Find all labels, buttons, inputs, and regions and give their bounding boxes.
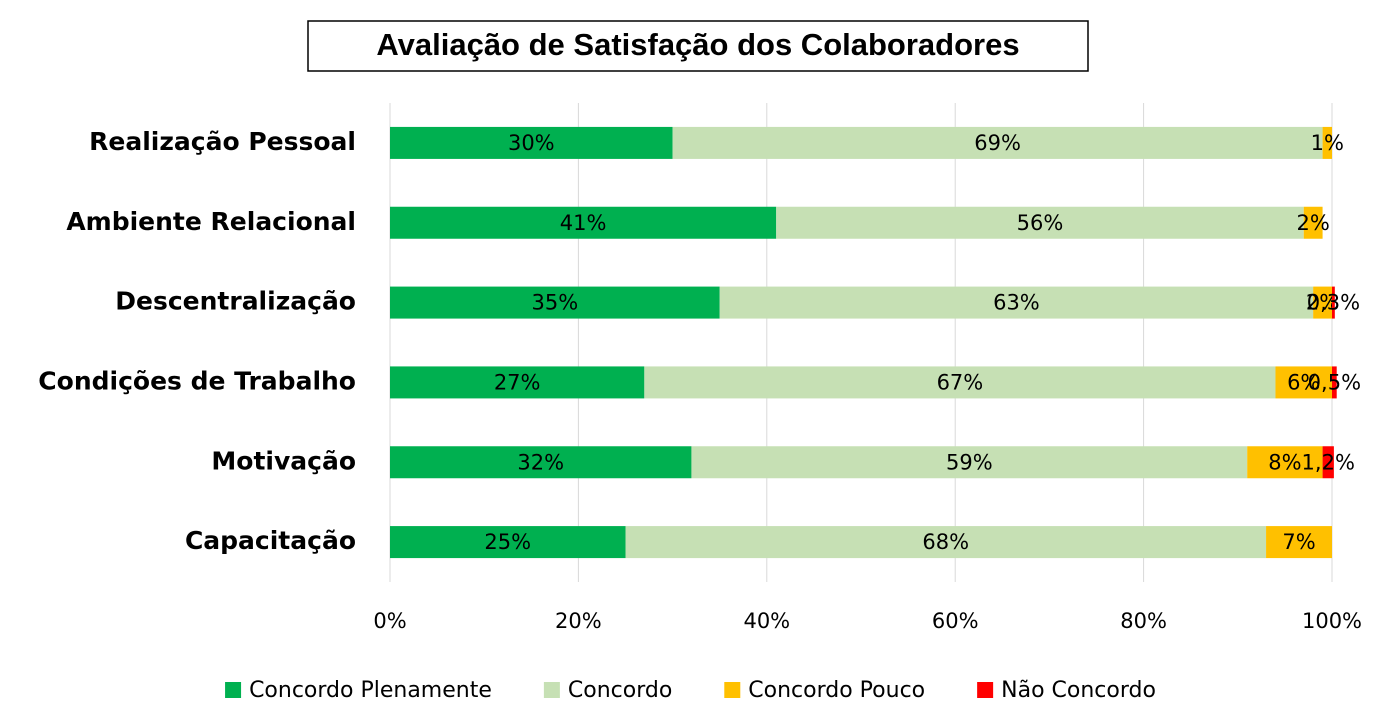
category-label: Condições de Trabalho: [38, 366, 356, 395]
bar-segment: [691, 446, 1248, 479]
bar-segment: [719, 286, 1314, 319]
data-label: 8%: [1268, 450, 1301, 474]
bar-segment: [390, 526, 626, 559]
title-box: [307, 20, 1089, 72]
category-label: Motivação: [211, 446, 356, 475]
data-label: 1,2%: [1302, 450, 1355, 474]
legend-label: Não Concordo: [1001, 678, 1156, 701]
x-tick-label: 80%: [1120, 609, 1167, 633]
data-label: 25%: [484, 530, 531, 554]
data-label: 6%: [1287, 370, 1320, 394]
bar-segment: [776, 206, 1304, 239]
legend-label: Concordo Plenamente: [249, 678, 492, 701]
bar-segment: [1247, 446, 1323, 479]
data-label: 35%: [532, 291, 579, 315]
bar-segment: [390, 206, 777, 239]
data-label: 2%: [1296, 211, 1329, 235]
bar-segment: [1266, 526, 1332, 559]
x-tick-label: 60%: [932, 609, 979, 633]
data-label: 69%: [974, 131, 1021, 155]
category-label: Ambiente Relacional: [66, 207, 356, 236]
data-label: 59%: [946, 450, 993, 474]
legend-label: Concordo: [568, 678, 672, 701]
data-label: 41%: [560, 211, 607, 235]
chart-title: Avaliação de Satisfação dos Colaboradore…: [376, 27, 1019, 62]
bar-segment: [1322, 446, 1334, 479]
legend-swatch: [724, 682, 741, 698]
x-tick-label: 40%: [743, 609, 790, 633]
data-label: 63%: [993, 291, 1040, 315]
data-label: 27%: [494, 370, 541, 394]
data-label: 32%: [517, 450, 564, 474]
bar-segment: [390, 366, 645, 399]
legend-swatch: [543, 682, 560, 698]
bar-segment: [672, 126, 1323, 159]
legend-swatch: [977, 682, 994, 698]
category-label: Descentralização: [115, 287, 356, 316]
x-tick-label: 0%: [373, 609, 406, 633]
bar-segment: [625, 526, 1267, 559]
data-label: 68%: [922, 530, 969, 554]
category-label: Realização Pessoal: [89, 127, 356, 156]
bar-segment: [1303, 206, 1323, 239]
bar-segment: [1275, 366, 1332, 399]
bar-segment: [1313, 286, 1332, 319]
x-tick-label: 100%: [1302, 609, 1362, 633]
bar-segment: [644, 366, 1276, 399]
bar-segment: [390, 126, 673, 159]
bar-segment: [1332, 366, 1337, 399]
category-label: Capacitação: [185, 526, 356, 555]
data-label: 0,3%: [1307, 291, 1360, 315]
legend-swatch: [225, 682, 242, 698]
legend-label: Concordo Pouco: [748, 678, 925, 701]
bar-segment: [1332, 286, 1335, 319]
data-label: 7%: [1282, 530, 1315, 554]
data-label: 0,5%: [1308, 370, 1361, 394]
data-label: 1%: [1311, 131, 1344, 155]
data-label: 67%: [937, 370, 984, 394]
data-label: 30%: [508, 131, 555, 155]
data-label: 56%: [1017, 211, 1064, 235]
x-tick-label: 20%: [555, 609, 602, 633]
bar-segment: [390, 446, 692, 479]
bar-segment: [1322, 126, 1332, 159]
bar-segment: [390, 286, 720, 319]
